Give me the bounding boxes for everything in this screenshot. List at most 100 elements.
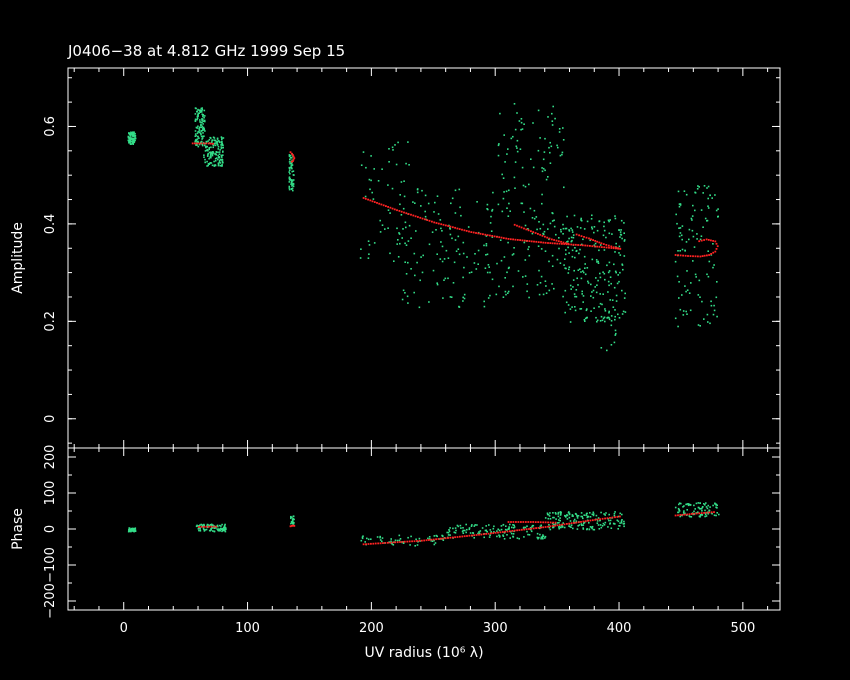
data-point [565, 516, 567, 518]
data-point [712, 266, 714, 269]
model-point [459, 535, 461, 538]
data-point [367, 538, 370, 541]
model-point [416, 540, 418, 542]
data-point [568, 525, 570, 527]
data-point [614, 511, 616, 513]
data-point [578, 524, 581, 526]
data-point [538, 536, 540, 539]
data-point [553, 287, 555, 290]
data-point [707, 513, 709, 515]
data-point [551, 254, 554, 257]
data-point [713, 309, 716, 312]
data-point [705, 506, 708, 508]
model-point [292, 524, 294, 527]
data-point [574, 247, 576, 249]
data-point [204, 150, 207, 152]
data-point [133, 131, 135, 133]
data-point [212, 144, 215, 147]
data-point [618, 252, 620, 254]
data-point [292, 179, 295, 181]
data-point [197, 112, 200, 115]
model-point [568, 522, 571, 525]
data-point [618, 245, 621, 248]
data-point [678, 503, 680, 506]
data-point [369, 188, 371, 191]
data-point [499, 112, 501, 115]
data-point [677, 511, 679, 514]
data-point [214, 139, 217, 142]
data-point [422, 254, 424, 257]
model-point [522, 521, 525, 523]
model-point [601, 517, 604, 520]
data-point [505, 190, 508, 193]
data-point [702, 506, 704, 508]
model-point [513, 529, 516, 532]
data-point [449, 296, 452, 298]
data-point [215, 151, 218, 153]
data-point [674, 317, 677, 320]
data-point [202, 120, 204, 123]
data-point [291, 187, 294, 190]
model-point [677, 254, 679, 257]
data-point [134, 529, 137, 531]
data-point [557, 513, 559, 515]
model-point [451, 226, 454, 229]
data-point [591, 226, 593, 228]
model-point [514, 238, 517, 241]
data-point [541, 202, 543, 205]
data-point [595, 316, 597, 319]
model-point [688, 513, 691, 516]
model-point [442, 223, 445, 226]
data-point [516, 112, 518, 114]
data-point [289, 162, 291, 165]
model-point [384, 542, 387, 544]
data-point [381, 224, 384, 226]
model-point [699, 255, 702, 258]
data-point [607, 219, 610, 222]
data-point [465, 523, 467, 526]
data-point [712, 313, 715, 316]
data-point [195, 107, 197, 110]
data-point [502, 535, 505, 537]
data-point [200, 107, 203, 110]
model-point [516, 224, 518, 227]
data-point [222, 161, 224, 164]
data-point [129, 140, 131, 143]
data-point [613, 286, 616, 289]
data-point [134, 139, 136, 142]
data-point [676, 222, 678, 225]
model-point [544, 241, 547, 244]
data-point [707, 511, 709, 513]
data-point [201, 138, 203, 140]
data-point [607, 271, 610, 274]
data-point [594, 242, 597, 245]
data-point [397, 141, 399, 144]
data-point [405, 226, 407, 229]
data-point [203, 127, 205, 130]
data-point [599, 276, 602, 279]
data-point [595, 514, 598, 517]
data-point [436, 282, 438, 284]
data-point [593, 307, 595, 309]
data-point [560, 228, 562, 231]
model-point [292, 155, 295, 158]
model-point [423, 539, 426, 542]
data-point [486, 203, 489, 206]
model-point [198, 526, 200, 528]
data-point [688, 515, 691, 517]
model-point [430, 538, 433, 541]
data-point [598, 249, 600, 252]
data-point [614, 315, 616, 318]
data-point [404, 261, 406, 263]
data-point [203, 529, 206, 531]
data-point [568, 237, 570, 240]
data-point [404, 221, 407, 224]
data-point [519, 148, 522, 150]
data-point [681, 225, 684, 227]
model-point [561, 243, 563, 245]
data-point [590, 295, 592, 297]
data-point [544, 535, 547, 538]
model-point [470, 534, 473, 537]
data-point [685, 193, 688, 196]
